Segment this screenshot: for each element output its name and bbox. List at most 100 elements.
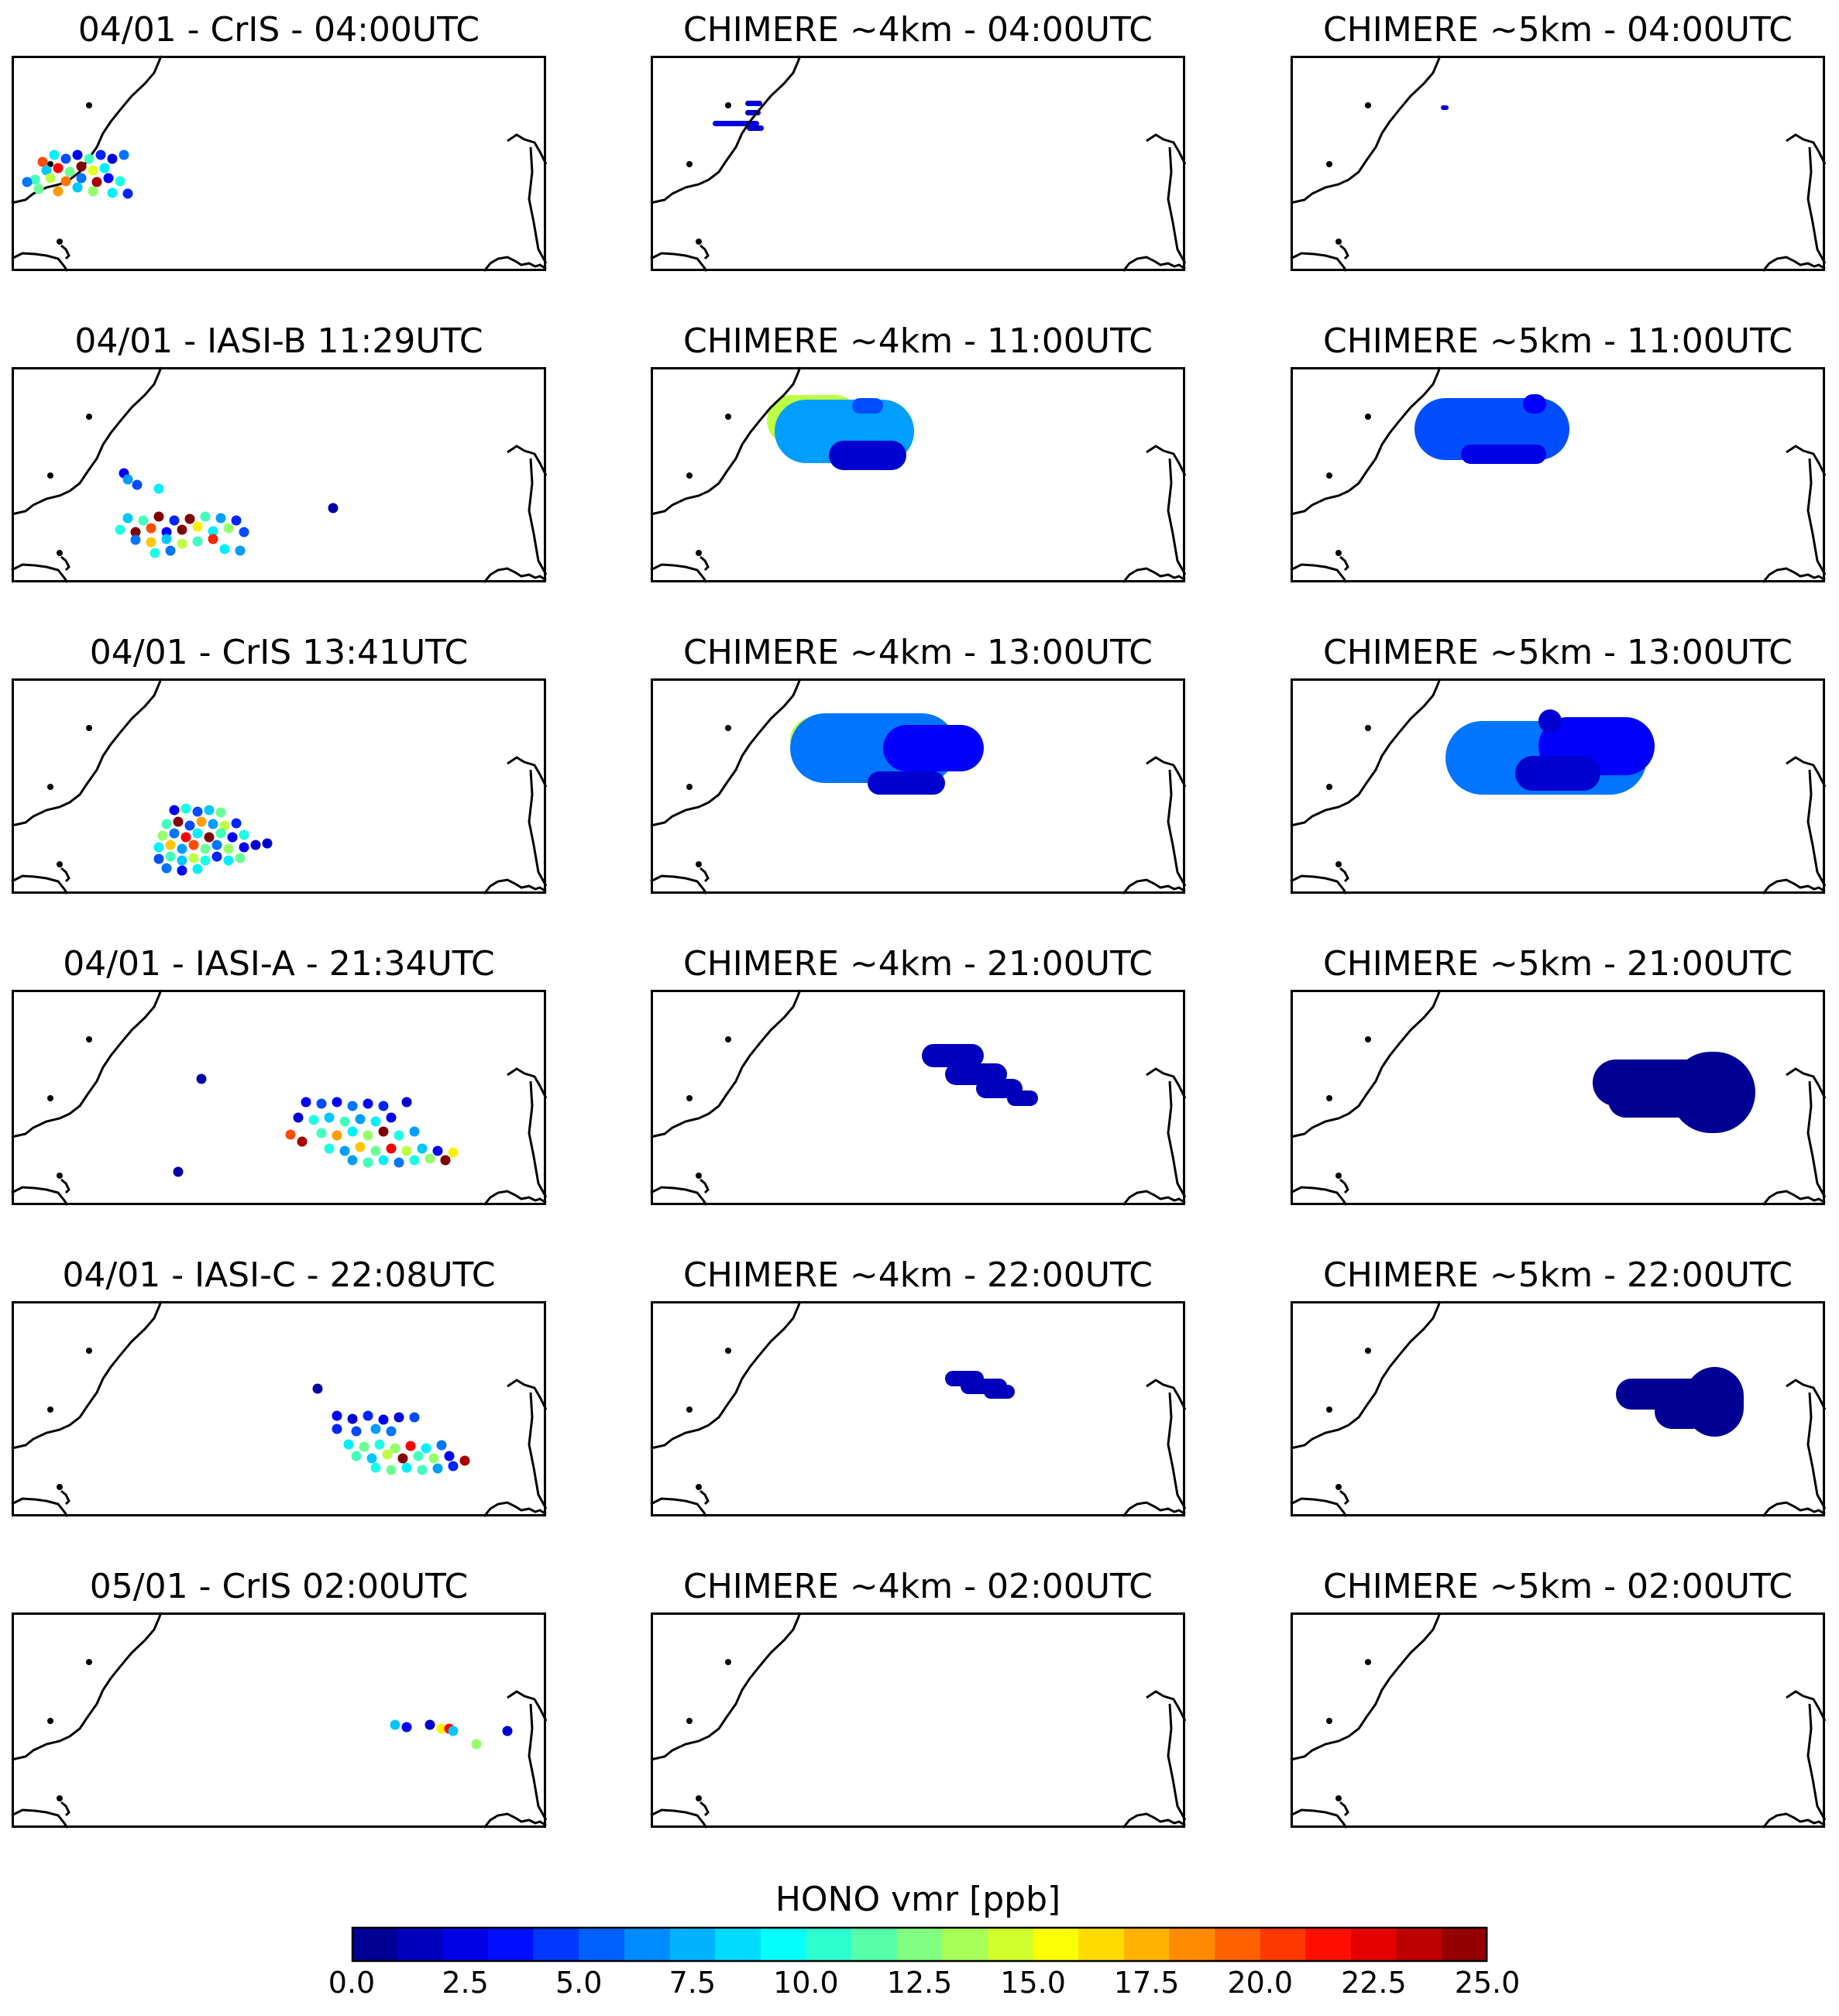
island-marker: [1335, 239, 1342, 245]
observation-point: [409, 1155, 420, 1166]
coastline: [483, 1812, 547, 1829]
coastline: [1167, 1703, 1187, 1821]
observation-point: [208, 819, 218, 829]
colorbar-segment: [942, 1927, 988, 1962]
observation-point: [378, 1414, 389, 1425]
observation-point: [324, 1143, 335, 1154]
colorbar-segment: [1169, 1927, 1215, 1962]
map-panel: [1290, 989, 1827, 1206]
coastline: [507, 1690, 548, 1722]
observation-point: [161, 819, 172, 829]
observation-point: [363, 1410, 373, 1421]
observation-point: [153, 853, 164, 864]
observation-point: [332, 1424, 342, 1434]
island-marker: [47, 161, 53, 167]
observation-point: [196, 1073, 207, 1084]
coastline: [1786, 133, 1827, 165]
coastline: [1786, 1379, 1827, 1410]
observation-point: [448, 1461, 459, 1472]
coastline: [60, 1489, 70, 1506]
colorbar-segment: [715, 1927, 761, 1962]
model-plume-cell: [1441, 105, 1449, 110]
coastline: [1806, 146, 1827, 264]
coastline: [1290, 1612, 1442, 1761]
colorbar: [351, 1926, 1488, 1963]
coastline: [1290, 874, 1348, 895]
island-marker: [696, 1484, 702, 1490]
panel-title: 04/01 - IASI-B 11:29UTC: [74, 321, 483, 361]
map-panel: [11, 1612, 548, 1829]
observation-point: [88, 165, 98, 176]
coastline: [650, 1612, 802, 1761]
coastline: [1290, 1497, 1348, 1517]
coastline: [1146, 1067, 1187, 1099]
coastline: [700, 1801, 710, 1817]
observation-point: [370, 1145, 381, 1156]
coastline: [11, 1186, 69, 1206]
model-plume-cell: [922, 1044, 984, 1067]
observation-point: [107, 153, 118, 164]
coastline: [1806, 1703, 1827, 1821]
observation-point: [370, 1424, 381, 1434]
observation-point: [169, 828, 180, 839]
observation-point: [146, 523, 156, 534]
coastline: [1290, 1300, 1442, 1450]
model-plume-cell: [984, 1385, 1015, 1399]
observation-point: [150, 548, 160, 558]
observation-point: [119, 149, 129, 160]
observation-point: [432, 1145, 443, 1156]
island-marker: [47, 1718, 53, 1724]
colorbar-segment: [352, 1927, 398, 1962]
coastline: [483, 1501, 547, 1517]
observation-point: [219, 544, 230, 555]
observation-point: [146, 537, 156, 548]
panel-title: CHIMERE ~4km - 22:00UTC: [683, 1255, 1153, 1295]
colorbar-segment: [397, 1927, 443, 1962]
observation-point: [394, 1412, 404, 1423]
coastline: [1290, 1808, 1348, 1829]
panel-title: CHIMERE ~5km - 04:00UTC: [1323, 10, 1793, 50]
colorbar-segment: [1078, 1927, 1125, 1962]
observation-point: [413, 1451, 424, 1461]
map-frame: [12, 367, 546, 582]
coastline: [1806, 769, 1827, 887]
observation-point: [169, 805, 180, 816]
island-marker: [1335, 550, 1342, 556]
observation-point: [293, 1112, 304, 1123]
observation-point: [390, 1443, 400, 1454]
observation-point: [394, 1157, 404, 1168]
observation-point: [60, 153, 71, 164]
coastline: [528, 458, 548, 575]
island-marker: [1365, 102, 1371, 108]
coastline: [650, 1808, 708, 1829]
observation-point: [72, 182, 83, 193]
observation-point: [72, 149, 83, 160]
coastline: [60, 555, 70, 572]
panel-title: CHIMERE ~5km - 21:00UTC: [1323, 944, 1793, 984]
island-marker: [725, 1036, 731, 1042]
observation-point: [211, 851, 222, 862]
model-plume-cell: [1538, 709, 1562, 733]
coastline: [11, 563, 69, 583]
panel-title: CHIMERE ~4km - 11:00UTC: [683, 321, 1153, 361]
coastline: [1290, 678, 1442, 827]
colorbar-segment: [1215, 1927, 1261, 1962]
map-panel: [11, 1300, 548, 1517]
coastline: [1122, 1501, 1186, 1517]
colorbar-segment: [896, 1927, 943, 1962]
observation-point: [440, 1155, 451, 1166]
island-marker: [725, 1659, 731, 1665]
observation-point: [409, 1412, 420, 1423]
coastline: [1762, 878, 1826, 895]
island-marker: [725, 414, 731, 420]
colorbar-tick-label: 0.0: [328, 1966, 376, 2000]
observation-point: [64, 167, 75, 177]
observation-point: [204, 805, 215, 816]
observation-point: [366, 1453, 377, 1464]
colorbar-segment: [1260, 1927, 1306, 1962]
observation-point: [417, 1143, 428, 1154]
island-marker: [686, 1095, 693, 1101]
coastline: [700, 244, 710, 260]
observation-point: [115, 524, 125, 535]
observation-point: [180, 803, 191, 814]
